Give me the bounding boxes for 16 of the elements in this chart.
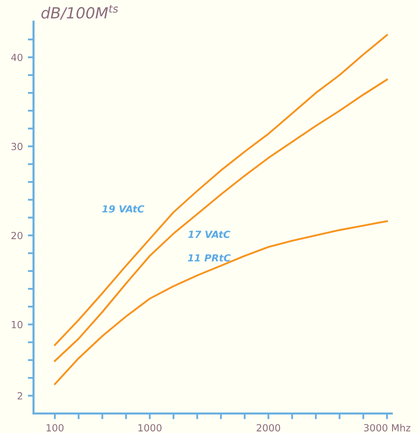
line-series [54,34,388,346]
y-axis-title: dB/100M$^{ts}$ [41,5,118,20]
x-tick-label: 1000 [138,424,162,432]
y-tick-label: 30 [11,142,22,150]
y-tick-label: 20 [11,232,22,240]
x-tick-label: 3000 Mhz [364,424,410,432]
x-tick-label: 2000 [256,424,280,432]
annotation: 17 VAtC [188,230,230,238]
y-tick-label: 2 [18,392,22,400]
annotation: 19 VAtC [102,205,144,213]
line-series [54,78,388,362]
line-series [54,220,388,386]
x-tick-label: 100 [46,424,64,432]
y-tick-label: 10 [12,320,22,328]
annotation: 11 PRtC [188,254,231,262]
y-tick-label: 40 [11,54,22,62]
